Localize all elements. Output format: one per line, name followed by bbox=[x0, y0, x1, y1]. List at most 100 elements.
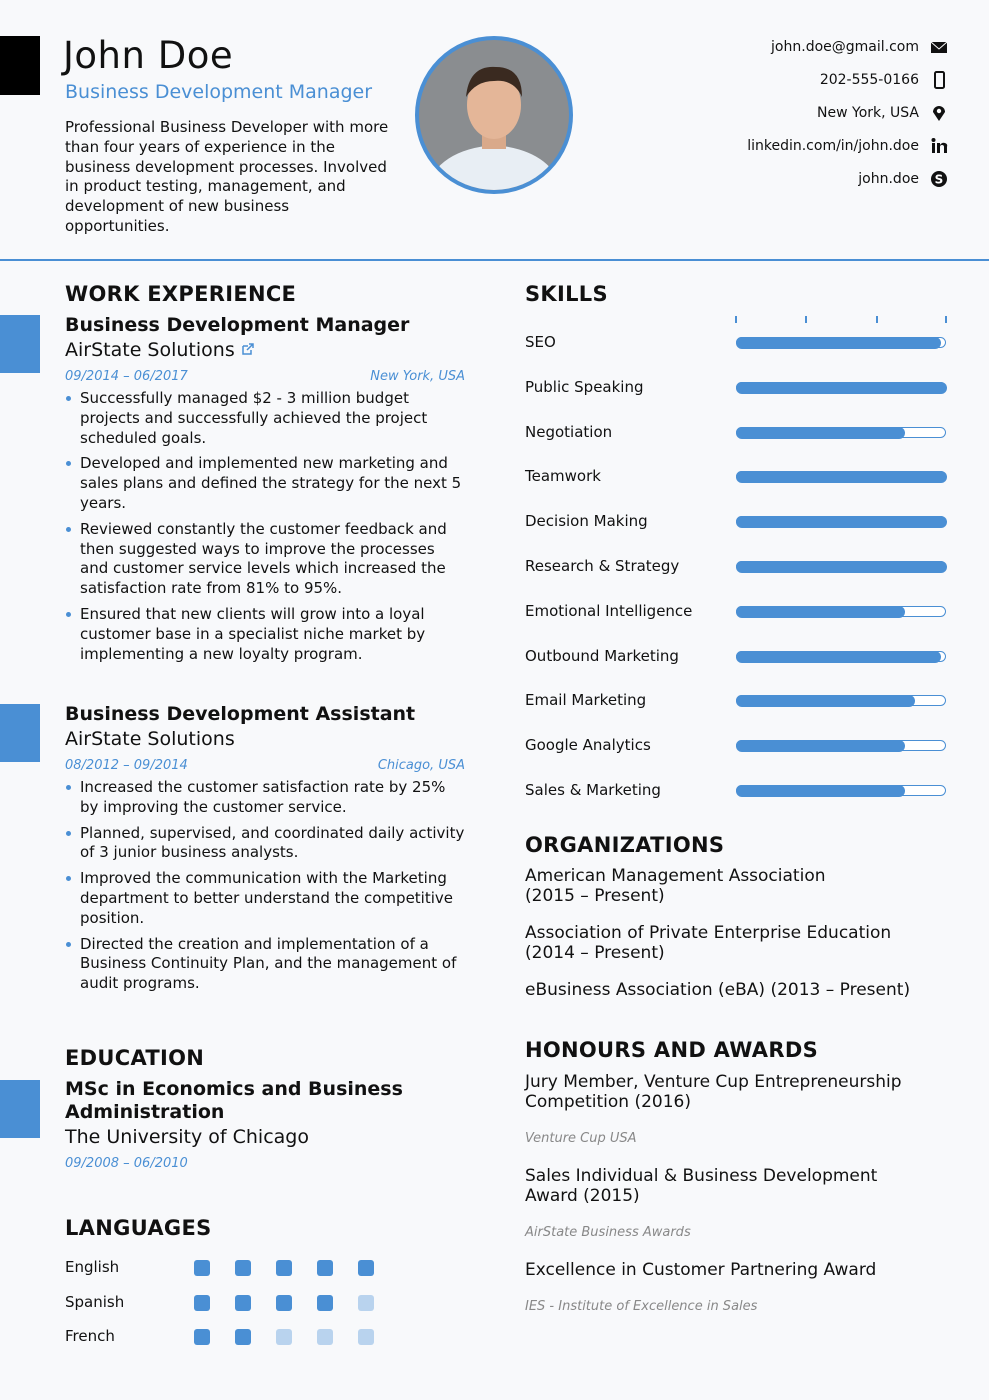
section-title: EDUCATION bbox=[65, 1046, 205, 1070]
job: Business Development Manager AirState So… bbox=[65, 314, 465, 670]
org-name: Association of Private Enterprise Educat… bbox=[525, 923, 892, 943]
bullet: Ensured that new clients will grow into … bbox=[66, 605, 465, 664]
contacts: john.doe@gmail.com 202-555-0166 New York… bbox=[747, 38, 919, 203]
level-dot bbox=[317, 1260, 333, 1276]
skill-bar bbox=[736, 516, 947, 529]
scale-tick bbox=[876, 316, 878, 323]
skill-name: Email Marketing bbox=[525, 691, 647, 710]
organization: Association of Private Enterprise Educat… bbox=[525, 923, 920, 963]
organization: eBusiness Association (eBA) (2013 – Pres… bbox=[525, 980, 920, 1000]
level-dot bbox=[276, 1260, 292, 1276]
position: Business Development Manager bbox=[65, 314, 410, 336]
contact-icons: S bbox=[930, 38, 948, 203]
bullet: Directed the creation and implementation… bbox=[66, 935, 465, 994]
award: Jury Member, Venture Cup Entrepreneurshi… bbox=[525, 1072, 920, 1149]
section-title: ORGANIZATIONS bbox=[525, 833, 725, 857]
job-marker bbox=[0, 315, 40, 373]
education-item: MSc in Economics and Business Administra… bbox=[65, 1078, 425, 1171]
bullets: Increased the customer satisfaction rate… bbox=[65, 778, 465, 994]
language-name: English bbox=[65, 1258, 120, 1276]
award-issuer: Venture Cup USA bbox=[525, 1131, 637, 1146]
location-icon bbox=[933, 106, 945, 121]
level-dot bbox=[194, 1260, 210, 1276]
phone-icon bbox=[934, 71, 945, 89]
email: john.doe@gmail.com bbox=[771, 39, 919, 55]
level-dot bbox=[235, 1294, 251, 1311]
company-name: AirState Solutions bbox=[65, 339, 235, 361]
summary: Professional Business Developer with mor… bbox=[65, 118, 389, 235]
skill-name: Google Analytics bbox=[525, 736, 651, 755]
skill-bar bbox=[736, 381, 947, 394]
skill-bar bbox=[736, 426, 905, 439]
photo bbox=[415, 36, 573, 194]
bullet: Developed and implemented new marketing … bbox=[66, 454, 465, 513]
organizations: American Management Association (2015 – … bbox=[525, 866, 920, 1017]
org-period: (2015 – Present) bbox=[525, 886, 665, 906]
awards: Jury Member, Venture Cup Entrepreneurshi… bbox=[525, 1072, 920, 1334]
section-title: LANGUAGES bbox=[65, 1216, 212, 1240]
scale-tick bbox=[945, 316, 947, 323]
language-name: Spanish bbox=[65, 1292, 125, 1311]
level-dot bbox=[276, 1294, 292, 1311]
skill-name: Research & Strategy bbox=[525, 557, 680, 575]
level-dot bbox=[194, 1329, 210, 1346]
section-title: WORK EXPERIENCE bbox=[65, 282, 297, 306]
skill-bar bbox=[736, 561, 947, 573]
link-icon bbox=[242, 343, 254, 355]
level-dot bbox=[276, 1329, 292, 1346]
bullet: Reviewed constantly the customer feedbac… bbox=[66, 520, 465, 599]
dates: 08/2012 – 09/2014 bbox=[65, 758, 188, 773]
org-period: (2013 – Present) bbox=[770, 980, 911, 1000]
scale-tick bbox=[735, 316, 737, 323]
company: AirState Solutions bbox=[65, 337, 465, 363]
job-meta: 09/2014 – 06/2017 New York, USA bbox=[65, 369, 465, 384]
bullet: Increased the customer satisfaction rate… bbox=[66, 778, 465, 818]
email-icon bbox=[930, 41, 948, 53]
skill-name: Outbound Marketing bbox=[525, 646, 679, 665]
dates: 09/2008 – 06/2010 bbox=[65, 1156, 188, 1171]
skill-bar bbox=[736, 471, 947, 484]
location: New York, USA bbox=[370, 369, 465, 384]
skill-name: Emotional Intelligence bbox=[525, 601, 693, 620]
dates: 09/2008 – 06/2010 bbox=[65, 1156, 465, 1171]
org-name: eBusiness Association (eBA) bbox=[525, 980, 766, 1000]
org-period: (2014 – Present) bbox=[525, 943, 665, 963]
award-issuer: IES - Institute of Excellence in Sales bbox=[525, 1299, 758, 1314]
skill-name: Teamwork bbox=[525, 467, 601, 486]
award: Excellence in Customer Partnering Award I… bbox=[525, 1260, 920, 1317]
org-name: American Management Association bbox=[525, 866, 826, 886]
award-issuer: AirState Business Awards bbox=[525, 1225, 691, 1240]
skill-bar bbox=[736, 605, 905, 618]
skill-name: Negotiation bbox=[525, 422, 613, 441]
company-name: AirState Solutions bbox=[65, 728, 235, 750]
bullet: Improved the communication with the Mark… bbox=[66, 869, 465, 928]
level-dot bbox=[235, 1260, 251, 1276]
level-dot bbox=[358, 1260, 374, 1276]
skill-name: SEO bbox=[525, 333, 556, 351]
level-dot bbox=[358, 1329, 374, 1346]
scale-tick bbox=[805, 316, 807, 323]
level-dot bbox=[235, 1329, 251, 1346]
level-dot bbox=[317, 1294, 333, 1311]
level-dot bbox=[194, 1294, 210, 1311]
location: Chicago, USA bbox=[377, 758, 465, 773]
award-title: Excellence in Customer Partnering Award bbox=[525, 1260, 877, 1280]
bullets: Successfully managed $2 - 3 million budg… bbox=[65, 389, 465, 664]
award-title: Jury Member, Venture Cup Entrepreneurshi… bbox=[525, 1072, 902, 1112]
award-title: Sales Individual & Business Development … bbox=[525, 1166, 878, 1206]
language-name: French bbox=[65, 1327, 115, 1346]
skill-name: Decision Making bbox=[525, 512, 648, 531]
skill-bar bbox=[736, 740, 905, 753]
degree: MSc in Economics and Business Administra… bbox=[65, 1078, 403, 1123]
name: John Doe bbox=[63, 34, 234, 77]
education-marker bbox=[0, 1080, 40, 1138]
header-block bbox=[0, 36, 40, 95]
award: Sales Individual & Business Development … bbox=[525, 1166, 920, 1243]
job-marker bbox=[0, 704, 40, 762]
skill-bar bbox=[736, 337, 941, 349]
position: Business Development Assistant bbox=[65, 703, 416, 725]
organization: American Management Association (2015 – … bbox=[525, 866, 920, 906]
linkedin-icon bbox=[931, 138, 948, 153]
level-dot bbox=[317, 1329, 333, 1346]
job-meta: 08/2012 – 09/2014 Chicago, USA bbox=[65, 758, 465, 773]
